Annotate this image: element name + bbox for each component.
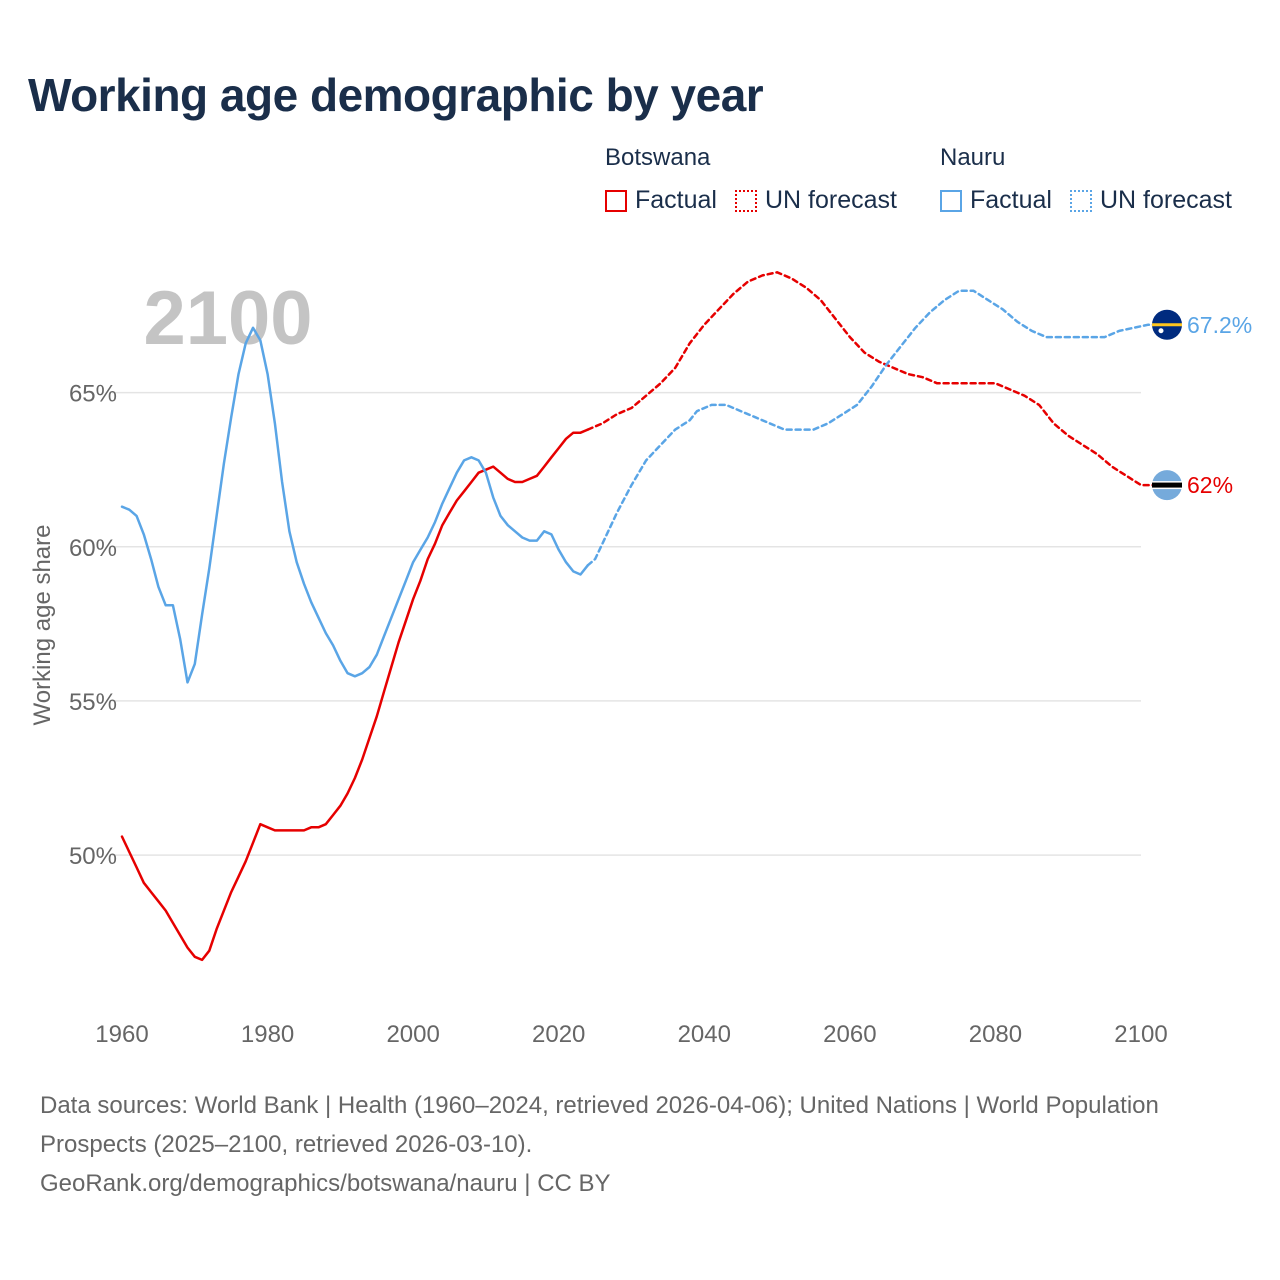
- legend-group-label: Botswana: [605, 144, 711, 171]
- legend-group-nauru: Nauru Factual UN forecast: [940, 144, 1250, 215]
- botswana-forecast-line: [586, 271, 1157, 487]
- legend-swatch-solid: [940, 189, 962, 212]
- nauru-flag-stripe: [1152, 323, 1182, 327]
- legend-group-label: Nauru: [940, 144, 1006, 171]
- footer: Data sources: World Bank | Health (1960–…: [40, 1086, 1240, 1203]
- nauru-factual-line: [120, 326, 590, 684]
- y-tick-label: 60%: [69, 535, 117, 562]
- end-value-label: 67.2%: [1187, 312, 1252, 338]
- legend-item-label: Factual: [635, 186, 717, 214]
- legend-item-label: UN forecast: [764, 186, 897, 214]
- chart-title: Working age demographic by year: [28, 69, 764, 121]
- legend-item-botswana-forecast[interactable]: UN forecast: [734, 186, 897, 215]
- x-tick-label: 2100: [1114, 1021, 1167, 1048]
- y-axis-label: Working age share: [29, 525, 56, 726]
- y-tick-label: 55%: [69, 689, 117, 716]
- x-tick-label: 2040: [678, 1021, 731, 1048]
- x-tick-label: 1980: [241, 1021, 294, 1048]
- end-value-label: 62%: [1187, 472, 1233, 498]
- legend-item-nauru-forecast[interactable]: UN forecast: [1069, 186, 1232, 215]
- legend-item-nauru-factual[interactable]: Factual: [940, 186, 1052, 215]
- legend-group-botswana: Botswana Factual UN forecast: [605, 144, 915, 215]
- nauru-forecast-line: [586, 289, 1179, 567]
- x-tick-label: 2080: [969, 1021, 1022, 1048]
- x-tick-label: 2060: [823, 1021, 876, 1048]
- x-tick-label: 2000: [386, 1021, 439, 1048]
- legend-item-label: UN forecast: [1099, 186, 1232, 214]
- x-tick-label: 1960: [95, 1021, 148, 1048]
- legend-swatch-solid: [605, 189, 627, 212]
- y-tick-label: 65%: [69, 381, 117, 408]
- year-watermark: 2100: [143, 276, 312, 361]
- legend-swatch-dotted: [734, 189, 757, 212]
- data-sources: Data sources: World Bank | Health (1960–…: [40, 1092, 1159, 1158]
- botswana-flag-stripe: [1152, 482, 1182, 488]
- x-tick-label: 2020: [532, 1021, 585, 1048]
- legend-item-label: Factual: [970, 186, 1052, 214]
- botswana-factual-line: [120, 428, 590, 962]
- legend-swatch-dotted: [1069, 189, 1092, 212]
- credit-link[interactable]: GeoRank.org/demographics/botswana/nauru …: [40, 1170, 611, 1197]
- legend-item-botswana-factual[interactable]: Factual: [605, 186, 717, 215]
- nauru-flag-star: [1158, 328, 1164, 334]
- y-tick-label: 50%: [69, 843, 117, 870]
